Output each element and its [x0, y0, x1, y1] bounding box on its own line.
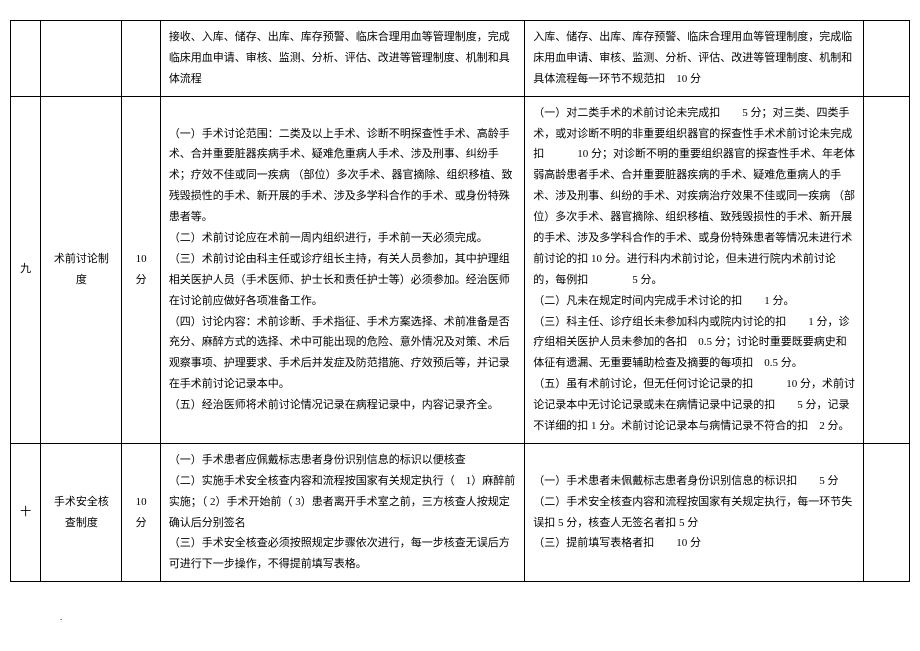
table-row: 十 手术安全核查制度 10 分 （一）手术患者应佩戴标志患者身份识别信息的标识以…: [11, 443, 910, 581]
table-body: 接收、入库、储存、出库、库存预警、临床合理用血等管理制度，完成临床用血申请、审核…: [11, 21, 910, 582]
footer-mark: .: [10, 612, 910, 622]
criteria-cell: （一）手术讨论范围：二类及以上手术、诊断不明探查性手术、高龄手术、合并重要脏器疾…: [160, 96, 524, 443]
last-cell: [864, 21, 910, 97]
deduct-cell: （一）手术患者未佩戴标志患者身份识别信息的标识扣 5 分（二）手术安全核查内容和…: [525, 443, 864, 581]
score-cell: 10 分: [122, 96, 160, 443]
criteria-cell: （一）手术患者应佩戴标志患者身份识别信息的标识以便核查（二）实施手术安全核查内容…: [160, 443, 524, 581]
score-cell: [122, 21, 160, 97]
last-cell: [864, 443, 910, 581]
table-row: 接收、入库、储存、出库、库存预警、临床合理用血等管理制度，完成临床用血申请、审核…: [11, 21, 910, 97]
name-cell: [41, 21, 122, 97]
score-cell: 10 分: [122, 443, 160, 581]
document-table: 接收、入库、储存、出库、库存预警、临床合理用血等管理制度，完成临床用血申请、审核…: [10, 20, 910, 582]
seq-cell: [11, 21, 41, 97]
criteria-cell: 接收、入库、储存、出库、库存预警、临床合理用血等管理制度，完成临床用血申请、审核…: [160, 21, 524, 97]
name-cell: 手术安全核查制度: [41, 443, 122, 581]
last-cell: [864, 96, 910, 443]
deduct-cell: 入库、储存、出库、库存预警、临床合理用血等管理制度，完成临床用血申请、审核、监测…: [525, 21, 864, 97]
seq-cell: 十: [11, 443, 41, 581]
name-cell: 术前讨论制度: [41, 96, 122, 443]
deduct-cell: （一）对二类手术的术前讨论未完成扣 5 分；对三类、四类手术，或对诊断不明的非重…: [525, 96, 864, 443]
seq-cell: 九: [11, 96, 41, 443]
table-row: 九 术前讨论制度 10 分 （一）手术讨论范围：二类及以上手术、诊断不明探查性手…: [11, 96, 910, 443]
